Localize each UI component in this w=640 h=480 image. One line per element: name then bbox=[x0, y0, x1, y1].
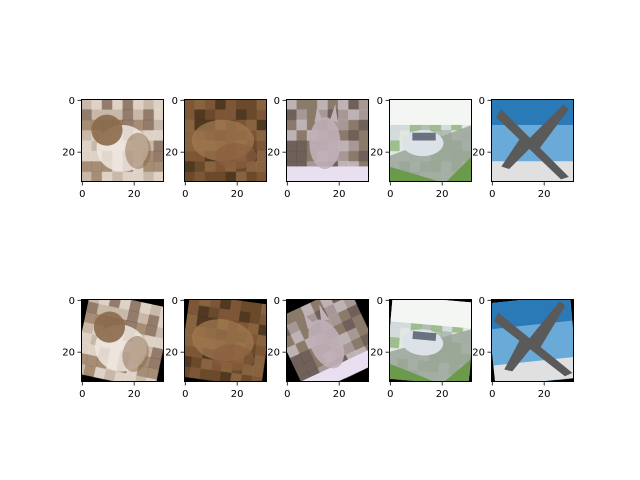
image-panel-frog-original: 0 20 0 20 bbox=[165, 96, 267, 200]
y-tick-label: 20 bbox=[267, 348, 280, 359]
image-panel-dog-original: 0 20 0 20 bbox=[62, 96, 164, 200]
x-tick-label: 0 bbox=[489, 189, 495, 200]
image-panel-frog-augmented: 0 20 0 20 bbox=[165, 294, 273, 400]
x-tick-label: 20 bbox=[538, 389, 551, 400]
y-tick-label: 0 bbox=[377, 96, 383, 107]
y-tick-label: 20 bbox=[370, 148, 383, 159]
image-pixels bbox=[81, 99, 165, 183]
y-tick-label: 0 bbox=[377, 296, 383, 307]
x-tick-label: 20 bbox=[231, 189, 244, 200]
image-pixels bbox=[179, 294, 273, 388]
y-tick-label: 20 bbox=[62, 348, 75, 359]
y-tick-label: 0 bbox=[69, 296, 75, 307]
image-pixels bbox=[73, 291, 172, 390]
x-tick-label: 0 bbox=[489, 389, 495, 400]
image-pixels bbox=[491, 99, 575, 183]
image-pixels bbox=[385, 296, 475, 386]
x-tick-label: 20 bbox=[128, 189, 141, 200]
x-tick-label: 0 bbox=[284, 389, 290, 400]
image-panel-airplane-augmented: 0 20 0 20 bbox=[472, 295, 578, 400]
x-tick-label: 20 bbox=[333, 189, 346, 200]
y-tick-label: 0 bbox=[172, 96, 178, 107]
y-tick-label: 20 bbox=[165, 348, 178, 359]
x-tick-label: 20 bbox=[333, 389, 346, 400]
y-tick-label: 0 bbox=[69, 96, 75, 107]
x-tick-label: 0 bbox=[284, 189, 290, 200]
x-tick-label: 20 bbox=[436, 389, 449, 400]
y-tick-label: 0 bbox=[274, 96, 280, 107]
x-tick-label: 0 bbox=[182, 189, 188, 200]
x-tick-label: 20 bbox=[231, 389, 244, 400]
image-panel-cat-original: 0 20 0 20 bbox=[267, 96, 369, 200]
image-pixels bbox=[286, 99, 370, 183]
y-tick-label: 20 bbox=[472, 148, 485, 159]
image-panel-car-augmented: 0 20 0 20 bbox=[370, 296, 476, 400]
y-tick-label: 20 bbox=[165, 148, 178, 159]
x-tick-label: 20 bbox=[128, 389, 141, 400]
image-pixels bbox=[389, 99, 473, 183]
x-tick-label: 0 bbox=[387, 389, 393, 400]
image-panel-airplane-original: 0 20 0 20 bbox=[472, 96, 574, 200]
y-tick-label: 20 bbox=[267, 148, 280, 159]
image-panel-car-original: 0 20 0 20 bbox=[370, 96, 472, 200]
y-tick-label: 0 bbox=[479, 296, 485, 307]
y-tick-label: 20 bbox=[62, 148, 75, 159]
x-tick-label: 20 bbox=[436, 189, 449, 200]
x-tick-label: 0 bbox=[79, 389, 85, 400]
x-tick-label: 20 bbox=[538, 189, 551, 200]
x-tick-label: 0 bbox=[182, 389, 188, 400]
image-pixels bbox=[487, 295, 579, 387]
y-tick-label: 0 bbox=[479, 96, 485, 107]
y-tick-label: 0 bbox=[274, 296, 280, 307]
image-pixels bbox=[184, 99, 268, 183]
image-panel-cat-augmented: 0 20 0 20 bbox=[267, 285, 383, 400]
x-tick-label: 0 bbox=[79, 189, 85, 200]
image-panel-dog-augmented: 0 20 0 20 bbox=[62, 291, 172, 400]
y-tick-label: 20 bbox=[472, 348, 485, 359]
x-tick-label: 0 bbox=[387, 189, 393, 200]
y-tick-label: 20 bbox=[370, 348, 383, 359]
y-tick-label: 0 bbox=[172, 296, 178, 307]
